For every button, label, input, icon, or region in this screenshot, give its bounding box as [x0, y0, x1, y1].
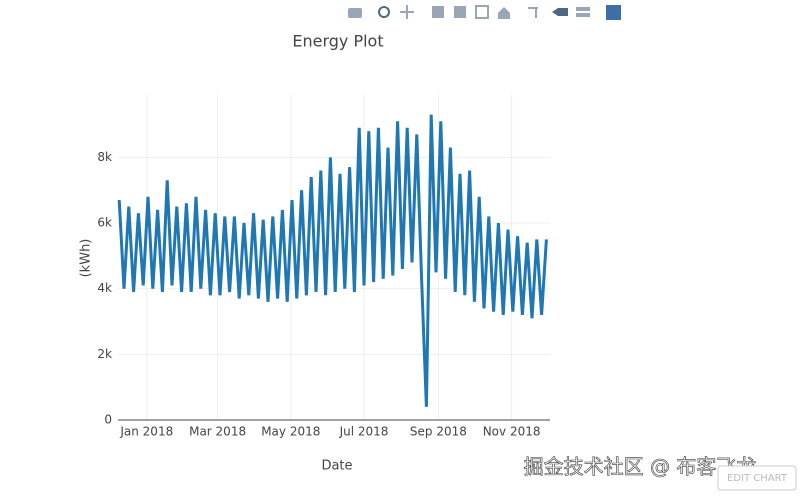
edit-button-label[interactable]: EDIT CHART [727, 473, 788, 484]
plot-area: 0 2k 4k 6k 8k Jan 2018 Mar 2018 May 2018 Jul 201… [97, 95, 550, 439]
y-tick-label: 8k [97, 150, 112, 164]
x-tick-label: May 2018 [261, 425, 320, 439]
spike-icon[interactable] [528, 7, 538, 18]
pan-icon[interactable] [400, 5, 414, 19]
y-axis-label: (kWh) [79, 239, 94, 278]
x-tick-label: Jan 2018 [119, 425, 173, 439]
toolbar [348, 5, 621, 20]
y-tick-label: 4k [97, 281, 112, 295]
autoscale-icon[interactable] [475, 5, 489, 19]
chart-title: Energy Plot [292, 32, 383, 51]
hover-icon[interactable] [552, 8, 568, 16]
zoom-in-icon[interactable] [432, 6, 444, 18]
line-series [117, 114, 548, 407]
x-axis-label: Date [321, 459, 352, 474]
y-tick-label: 6k [97, 216, 112, 230]
y-tick-label: 0 [104, 413, 112, 427]
x-tick-label: Sep 2018 [410, 425, 467, 439]
x-tick-label: Nov 2018 [483, 425, 541, 439]
x-tick-label: Mar 2018 [189, 425, 246, 439]
x-tick-label: Jul 2018 [339, 425, 389, 439]
home-icon[interactable] [498, 7, 510, 19]
edit-button[interactable] [717, 465, 797, 491]
compare-icon[interactable] [576, 13, 590, 17]
compare-icon[interactable] [576, 7, 590, 11]
y-tick-label: 2k [97, 347, 112, 361]
zoom-icon[interactable] [378, 6, 390, 18]
zoom-out-icon[interactable] [454, 6, 466, 18]
camera-icon[interactable] [348, 8, 362, 18]
plotly-logo[interactable] [606, 5, 621, 20]
